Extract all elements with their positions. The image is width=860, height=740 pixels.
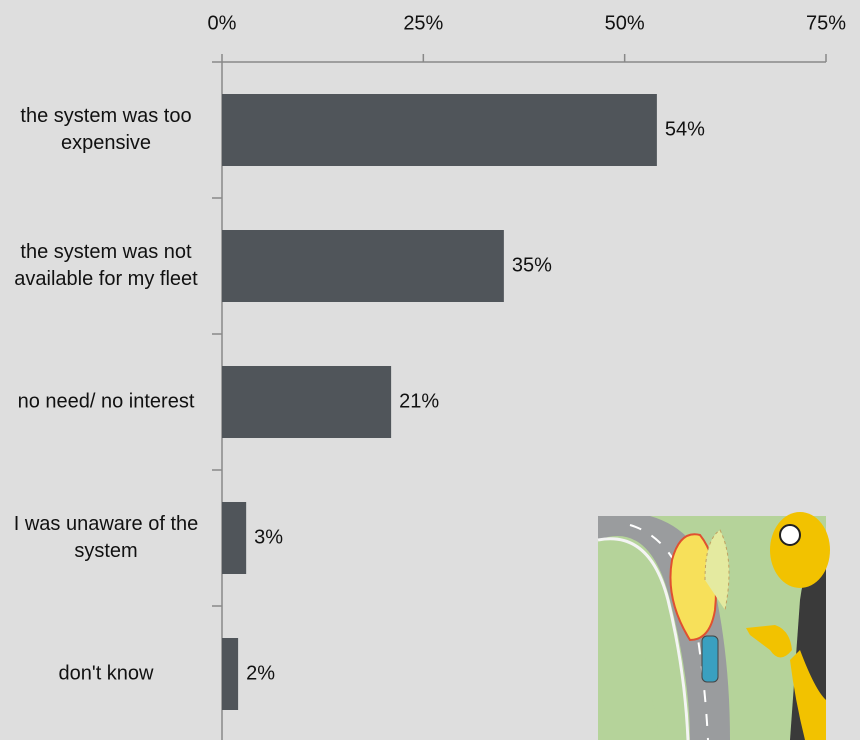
value-label: 54% [665, 118, 705, 140]
value-label: 2% [246, 662, 275, 684]
y-tick-label: no need/ no interest [17, 390, 195, 413]
bar [222, 638, 239, 710]
y-tick-label: don't know [58, 662, 154, 685]
bar [222, 230, 504, 302]
bar [222, 94, 657, 166]
x-tick-label: 0% [208, 12, 237, 34]
x-tick-label: 75% [806, 12, 846, 34]
illustration [597, 512, 830, 740]
value-label: 21% [399, 390, 439, 412]
value-label: 3% [254, 526, 283, 548]
y-tick-label: the system was not available for my flee… [14, 241, 198, 290]
x-tick-label: 50% [605, 12, 645, 34]
x-tick-label: 25% [403, 12, 443, 34]
value-label: 35% [512, 254, 552, 276]
bar [222, 366, 392, 438]
y-tick-label: the system was too expensive [20, 105, 192, 154]
y-tick-label: I was unaware of the system [13, 513, 199, 562]
bar [222, 502, 247, 574]
